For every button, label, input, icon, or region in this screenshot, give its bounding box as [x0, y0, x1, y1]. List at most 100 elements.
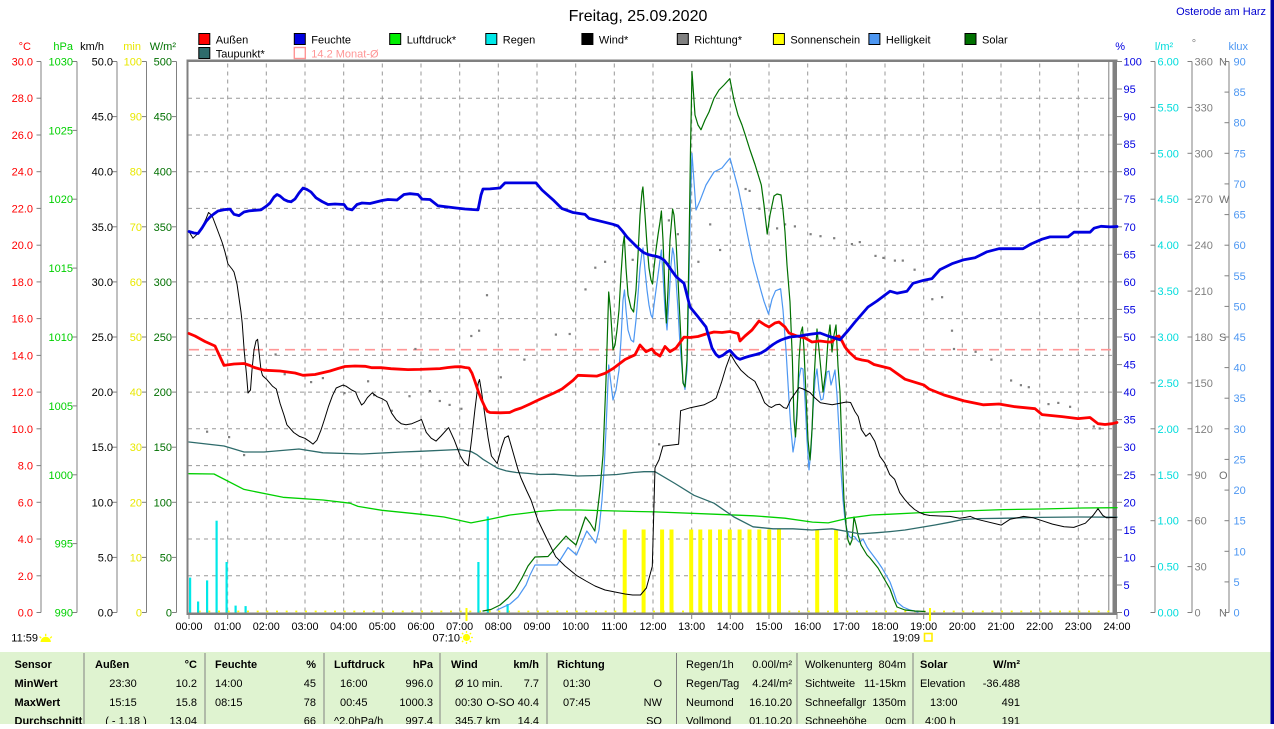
svg-text:10: 10: [1234, 546, 1246, 558]
svg-text:28.0: 28.0: [12, 93, 33, 105]
svg-text:11-15km: 11-15km: [864, 678, 906, 690]
svg-text:45.0: 45.0: [92, 112, 113, 124]
svg-text:2.0: 2.0: [18, 571, 33, 583]
svg-text:Osterode am Harz: Osterode am Harz: [1176, 6, 1266, 18]
svg-text:13.04: 13.04: [169, 716, 197, 725]
svg-text:25: 25: [1234, 454, 1246, 466]
svg-text:15: 15: [1124, 525, 1136, 537]
svg-text:Feuchte: Feuchte: [215, 659, 257, 671]
svg-text:3.00: 3.00: [1158, 332, 1179, 344]
svg-text:12:00: 12:00: [639, 621, 666, 633]
svg-text:60: 60: [130, 277, 142, 289]
svg-text:0.00: 0.00: [1158, 608, 1179, 620]
svg-text:17:00: 17:00: [833, 621, 860, 633]
svg-text:90: 90: [1234, 57, 1246, 69]
svg-text:00:30: 00:30: [455, 697, 483, 709]
svg-text:330: 330: [1195, 102, 1213, 114]
svg-text:5.50: 5.50: [1158, 102, 1179, 114]
svg-text:70: 70: [1124, 222, 1136, 234]
svg-text:1.50: 1.50: [1158, 470, 1179, 482]
svg-text:0: 0: [1195, 608, 1201, 620]
svg-text:09:00: 09:00: [523, 621, 550, 633]
svg-text:16.0: 16.0: [12, 314, 33, 326]
svg-text:16:00: 16:00: [340, 678, 368, 690]
svg-text:Regen: Regen: [503, 35, 535, 47]
svg-text:°: °: [1192, 38, 1196, 50]
svg-text:80: 80: [1234, 118, 1246, 130]
svg-text:NW: NW: [644, 697, 663, 709]
svg-text:491: 491: [1002, 697, 1020, 709]
svg-text:45: 45: [1234, 332, 1246, 344]
svg-text:4.24l/m²: 4.24l/m²: [752, 678, 792, 690]
svg-text:08:15: 08:15: [215, 697, 243, 709]
svg-text:05:00: 05:00: [369, 621, 396, 633]
svg-text:km/h: km/h: [80, 41, 104, 53]
svg-text:120: 120: [1195, 424, 1213, 436]
svg-text:4:00 h: 4:00 h: [925, 716, 956, 725]
svg-text:0: 0: [1234, 608, 1240, 620]
svg-text:4.00: 4.00: [1158, 240, 1179, 252]
svg-text:Richtung: Richtung: [557, 659, 605, 671]
svg-text:7.7: 7.7: [524, 678, 539, 690]
svg-text:60: 60: [1234, 240, 1246, 252]
svg-text:26.0: 26.0: [12, 130, 33, 142]
svg-text:Luftdruck: Luftdruck: [334, 659, 386, 671]
svg-text:10.0: 10.0: [92, 497, 113, 509]
svg-text:300: 300: [1195, 148, 1213, 160]
svg-text:Richtung*: Richtung*: [694, 35, 742, 47]
svg-text:14:00: 14:00: [717, 621, 744, 633]
svg-text:2.00: 2.00: [1158, 424, 1179, 436]
svg-text:Neumond: Neumond: [686, 697, 734, 709]
svg-text:Sensor: Sensor: [15, 659, 53, 671]
svg-text:Regen/Tag: Regen/Tag: [686, 678, 739, 690]
svg-text:804m: 804m: [878, 659, 906, 671]
svg-text:1015: 1015: [49, 263, 73, 275]
svg-text:20:00: 20:00: [949, 621, 976, 633]
svg-text:78: 78: [304, 697, 316, 709]
svg-text:5.00: 5.00: [1158, 148, 1179, 160]
svg-text:995: 995: [55, 539, 73, 551]
svg-text:14.0: 14.0: [12, 350, 33, 362]
svg-text:( - 1.18 ): ( - 1.18 ): [105, 716, 147, 725]
svg-text:200: 200: [154, 387, 172, 399]
svg-text:S: S: [1219, 332, 1226, 344]
svg-text:16:00: 16:00: [794, 621, 821, 633]
svg-text:O: O: [653, 678, 662, 690]
svg-text:90: 90: [1124, 112, 1136, 124]
svg-text:19:09: 19:09: [892, 633, 920, 645]
svg-text:150: 150: [1195, 378, 1213, 390]
svg-text:23:30: 23:30: [109, 678, 137, 690]
svg-text:90: 90: [130, 112, 142, 124]
svg-text:35: 35: [1124, 415, 1136, 427]
svg-text:19:00: 19:00: [910, 621, 937, 633]
svg-text:50.0: 50.0: [92, 57, 113, 69]
svg-text:°C: °C: [185, 659, 197, 671]
svg-text:23:00: 23:00: [1065, 621, 1092, 633]
svg-text:90: 90: [1195, 470, 1207, 482]
svg-text:13:00: 13:00: [930, 697, 958, 709]
svg-text:18.0: 18.0: [12, 277, 33, 289]
svg-text:270: 270: [1195, 194, 1213, 206]
svg-text:80: 80: [1124, 167, 1136, 179]
svg-text:%: %: [1115, 41, 1125, 53]
svg-text:03:00: 03:00: [291, 621, 318, 633]
svg-text:N: N: [1219, 608, 1227, 620]
svg-text:20: 20: [1124, 497, 1136, 509]
svg-text:07:00: 07:00: [446, 621, 473, 633]
svg-text:25: 25: [1124, 470, 1136, 482]
svg-text:15:00: 15:00: [755, 621, 782, 633]
svg-text:30: 30: [1124, 442, 1136, 454]
svg-text:W: W: [1219, 194, 1230, 206]
svg-text:20: 20: [1234, 485, 1246, 497]
svg-text:1030: 1030: [49, 57, 73, 69]
svg-text:40: 40: [1234, 363, 1246, 375]
svg-text:Ø 10 min.: Ø 10 min.: [455, 678, 503, 690]
svg-text:00:00: 00:00: [175, 621, 202, 633]
svg-text:210: 210: [1195, 286, 1213, 298]
svg-text:22.0: 22.0: [12, 203, 33, 215]
svg-text:60: 60: [1195, 516, 1207, 528]
svg-text:klux: klux: [1228, 41, 1248, 53]
svg-text:%: %: [306, 659, 316, 671]
svg-text:10:00: 10:00: [562, 621, 589, 633]
svg-text:0.50: 0.50: [1158, 562, 1179, 574]
